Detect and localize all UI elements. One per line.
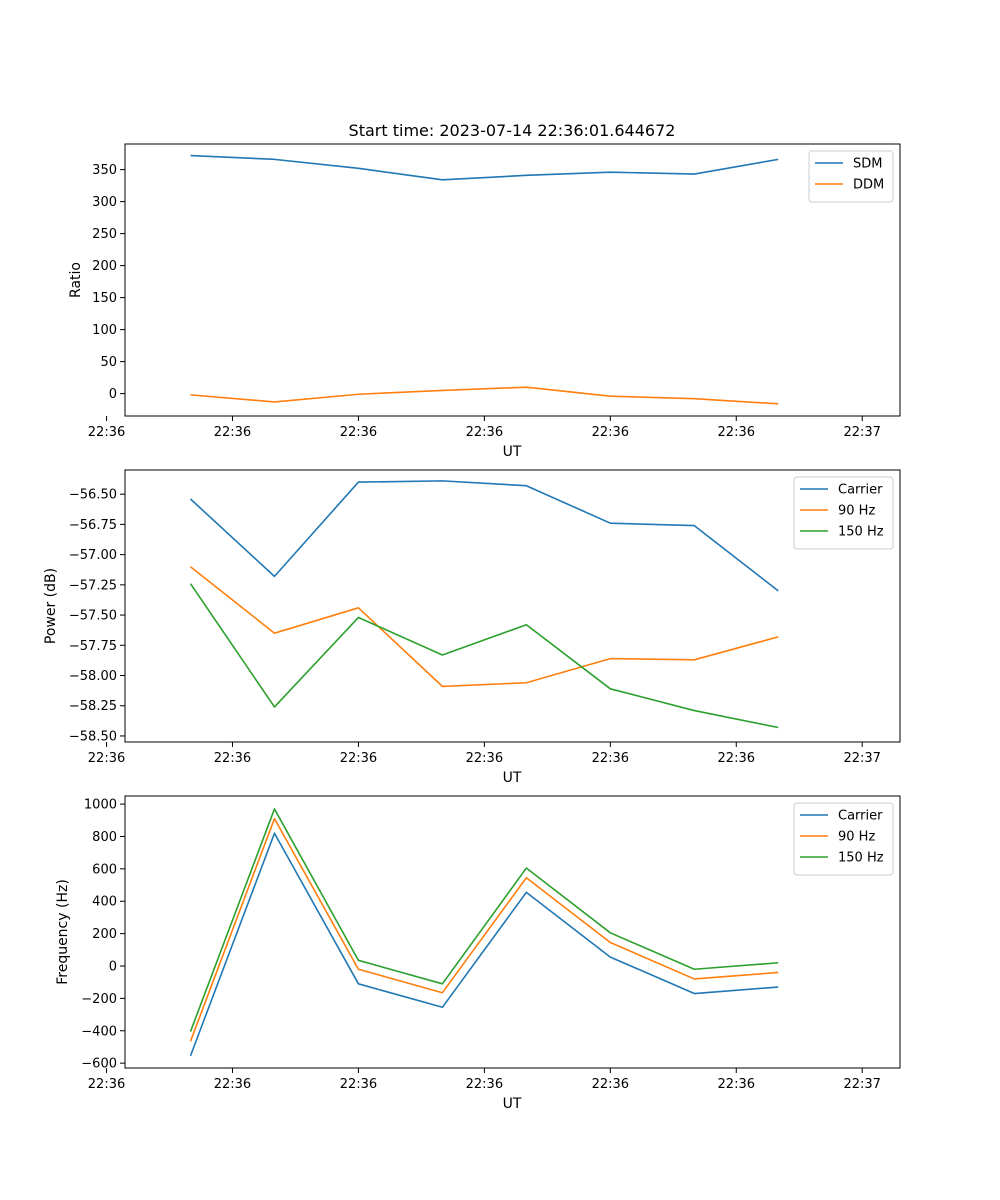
frequency-x-tick-label: 22:36 [214, 1077, 251, 1092]
ratio-y-tick-label: 200 [92, 259, 117, 274]
power-legend: Carrier 90 Hz 150 Hz [793, 476, 894, 550]
power-x-tick-label: 22:36 [214, 751, 251, 766]
power-x-tick-label: 22:36 [592, 751, 629, 766]
frequency-y-axis-label: Frequency (Hz) [55, 879, 71, 985]
ratio-series-line-sdm [190, 154, 779, 181]
frequency-y-tick-label: 1000 [84, 798, 117, 813]
power-x-tick-label: 22:37 [843, 751, 880, 766]
frequency-plot-frame [124, 795, 901, 1069]
power-series-line-150-hz [189, 583, 779, 729]
frequency-y-tick-label: 600 [92, 862, 117, 877]
power-x-tick-label: 22:36 [88, 751, 125, 766]
frequency-y-ticks: −600 −400 −200 0 200 400 600 800 1000 [81, 798, 125, 1072]
frequency-x-tick-label: 22:36 [88, 1077, 125, 1092]
frequency-legend-label-90-hz: 90 Hz [838, 830, 875, 845]
ratio-series-line-ddm [190, 386, 779, 405]
ratio-legend-label-sdm: SDM [853, 157, 882, 172]
ratio-x-tick-label: 22:36 [592, 425, 629, 440]
frequency-series-line-carrier [189, 832, 779, 1057]
power-legend-label-carrier: Carrier [838, 483, 883, 498]
frequency-x-tick-label: 22:37 [843, 1077, 880, 1092]
power-x-tick-label: 22:36 [718, 751, 755, 766]
ratio-y-tick-label: 350 [92, 163, 117, 178]
power-y-tick-label: −56.50 [69, 488, 117, 503]
ratio-series-layer [190, 154, 779, 405]
ratio-y-tick-label: 250 [92, 227, 117, 242]
frequency-y-tick-label: −600 [81, 1057, 117, 1072]
frequency-y-tick-label: 200 [92, 927, 117, 942]
ratio-x-tick-label: 22:36 [466, 425, 503, 440]
ratio-x-ticks: 22:36 22:36 22:36 22:36 22:36 22:36 22:37 [88, 416, 881, 440]
ratio-x-tick-label: 22:37 [843, 425, 880, 440]
power-series-line-carrier [189, 480, 779, 592]
frequency-x-tick-label: 22:36 [592, 1077, 629, 1092]
power-subplot: 22:36 22:36 22:36 22:36 22:36 22:36 22:37 −58.… [43, 469, 901, 786]
power-y-tick-label: −58.25 [69, 699, 117, 714]
figure-title: Start time: 2023-07-14 22:36:01.644672 [349, 121, 676, 140]
frequency-y-tick-label: −200 [81, 992, 117, 1007]
frequency-subplot: 22:36 22:36 22:36 22:36 22:36 22:36 22:37 −600… [55, 795, 901, 1112]
ratio-x-tick-label: 22:36 [88, 425, 125, 440]
ratio-subplot: 22:36 22:36 22:36 22:36 22:36 22:36 22:37 0 50 1… [68, 143, 901, 460]
ratio-legend: SDM DDM [808, 150, 894, 203]
power-y-tick-label: −57.25 [69, 578, 117, 593]
frequency-y-tick-label: 800 [92, 830, 117, 845]
frequency-legend-label-carrier: Carrier [838, 809, 883, 824]
power-x-tick-label: 22:36 [340, 751, 377, 766]
power-x-tick-label: 22:36 [466, 751, 503, 766]
ratio-legend-label-ddm: DDM [853, 178, 884, 193]
ratio-plot-frame [124, 143, 901, 417]
power-legend-label-90-hz: 90 Hz [838, 504, 875, 519]
frequency-series-layer [189, 808, 779, 1057]
frequency-y-tick-label: 0 [109, 960, 117, 975]
ratio-y-tick-label: 50 [100, 355, 117, 370]
frequency-y-tick-label: 400 [92, 895, 117, 910]
power-y-tick-label: −57.50 [69, 609, 117, 624]
frequency-series-line-90-hz [189, 817, 779, 1042]
frequency-x-tick-label: 22:36 [340, 1077, 377, 1092]
ratio-y-tick-label: 100 [92, 323, 117, 338]
frequency-x-tick-label: 22:36 [718, 1077, 755, 1092]
frequency-y-tick-label: −400 [81, 1024, 117, 1039]
ratio-y-axis-label: Ratio [68, 262, 84, 298]
ratio-x-tick-label: 22:36 [340, 425, 377, 440]
frequency-x-axis-label: UT [503, 1096, 522, 1112]
power-y-tick-label: −57.75 [69, 639, 117, 654]
ratio-y-tick-label: 150 [92, 291, 117, 306]
power-plot-frame [124, 469, 901, 743]
frequency-x-ticks: 22:36 22:36 22:36 22:36 22:36 22:36 22:37 [88, 1068, 881, 1092]
power-y-tick-label: −58.50 [69, 729, 117, 744]
ratio-x-axis-label: UT [503, 444, 522, 460]
ratio-y-ticks: 0 50 100 150 200 250 300 350 [92, 163, 125, 402]
frequency-legend-label-150-hz: 150 Hz [838, 851, 884, 866]
frequency-legend: Carrier 90 Hz 150 Hz [793, 802, 894, 876]
ratio-y-tick-label: 0 [109, 387, 117, 402]
power-y-tick-label: −56.75 [69, 518, 117, 533]
ratio-x-tick-label: 22:36 [718, 425, 755, 440]
frequency-x-tick-label: 22:36 [466, 1077, 503, 1092]
power-legend-label-150-hz: 150 Hz [838, 525, 884, 540]
power-x-ticks: 22:36 22:36 22:36 22:36 22:36 22:36 22:37 [88, 742, 881, 766]
power-series-line-90-hz [189, 566, 779, 688]
power-y-axis-label: Power (dB) [43, 568, 59, 644]
ratio-x-tick-label: 22:36 [214, 425, 251, 440]
power-x-axis-label: UT [503, 770, 522, 786]
ratio-y-tick-label: 300 [92, 195, 117, 210]
power-y-ticks: −58.50 −58.25 −58.00 −57.75 −57.50 −57.25 −57.… [69, 488, 125, 744]
power-series-layer [189, 480, 779, 729]
power-y-tick-label: −57.00 [69, 548, 117, 563]
frequency-series-line-150-hz [189, 808, 779, 1032]
power-y-tick-label: −58.00 [69, 669, 117, 684]
